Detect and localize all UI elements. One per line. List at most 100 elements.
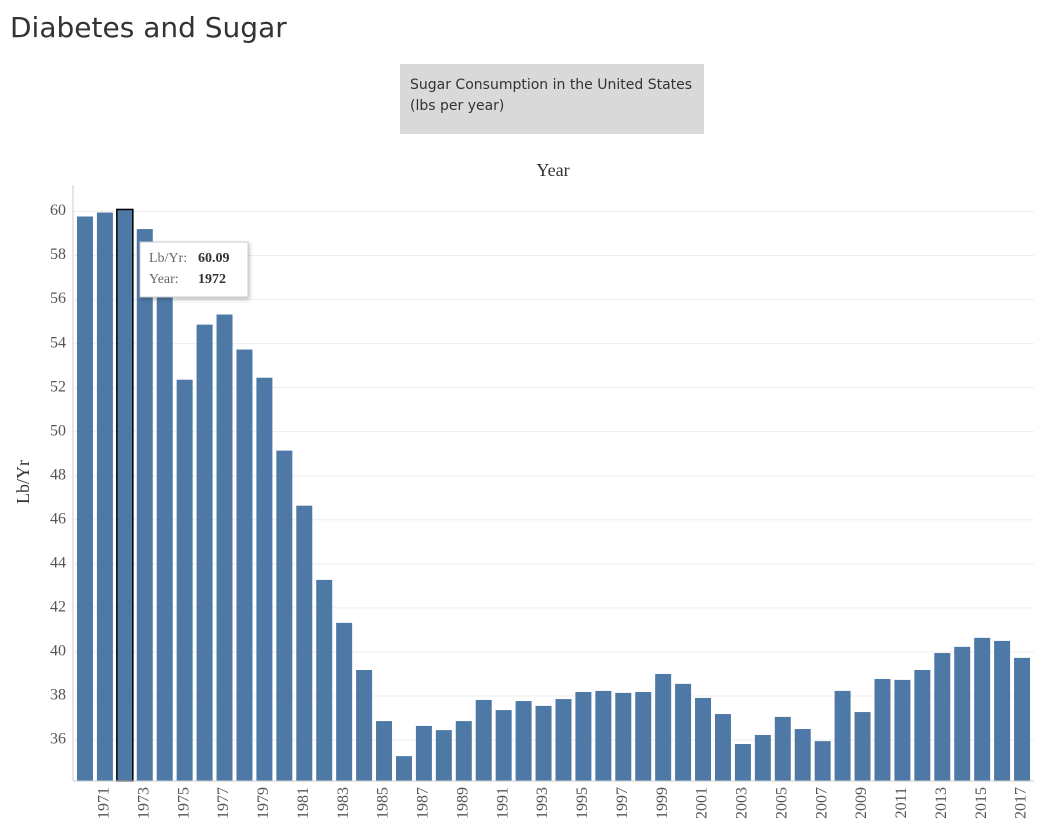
tooltip-label: Year: — [149, 272, 179, 287]
tooltip: Lb/Yr: 60.09 Year: 1972 — [139, 241, 249, 298]
x-tick-label: 1977 — [215, 787, 232, 819]
x-tick-label: 1985 — [375, 787, 392, 819]
x-tick-label: 1987 — [415, 787, 432, 819]
bar — [176, 379, 193, 781]
bar — [675, 683, 692, 781]
bar — [236, 349, 253, 781]
bar — [515, 701, 532, 781]
y-tick-label: 56 — [50, 290, 66, 307]
bar — [695, 697, 712, 781]
bar — [914, 669, 931, 781]
x-tick-label: 1979 — [255, 787, 272, 819]
bar — [196, 324, 213, 781]
x-tick-label: 1973 — [135, 787, 152, 819]
y-tick-label: 48 — [50, 466, 66, 483]
x-tick-label: 1983 — [335, 787, 352, 819]
subtitle: Sugar Consumption in the United States — [410, 77, 692, 93]
y-axis-title: Lb/Yr — [13, 460, 33, 504]
y-tick-label: 58 — [50, 246, 66, 263]
x-tick-label: 2017 — [1013, 787, 1030, 819]
x-tick-label: 2003 — [734, 787, 751, 819]
y-tick-label: 38 — [50, 687, 66, 704]
bar — [874, 679, 891, 781]
y-tick-label: 46 — [50, 510, 66, 527]
bar — [376, 721, 393, 781]
bar — [575, 692, 592, 781]
bar — [495, 710, 512, 781]
x-tick-label: 2009 — [853, 787, 870, 819]
bar — [455, 721, 472, 781]
y-tick-label: 50 — [50, 422, 66, 439]
x-tick-label: 1991 — [494, 787, 511, 819]
bars — [76, 208, 1031, 782]
bar — [834, 690, 851, 781]
x-tick-label: 2007 — [813, 787, 830, 819]
subtitle-box — [400, 64, 704, 134]
bar — [894, 679, 911, 781]
bar — [595, 690, 612, 781]
bar — [754, 734, 771, 781]
bar — [216, 314, 233, 781]
bar — [734, 743, 751, 781]
bar — [156, 290, 173, 781]
grid — [73, 210, 1034, 741]
y-tick-label: 52 — [50, 378, 66, 395]
bar — [615, 692, 632, 781]
bar — [76, 216, 93, 781]
bar — [96, 212, 113, 781]
x-tick-label: 2011 — [893, 787, 910, 818]
x-tick-label: 1993 — [534, 787, 551, 819]
x-tick-label: 1971 — [96, 787, 113, 819]
x-tick-label: 1981 — [295, 787, 312, 819]
bar — [356, 669, 373, 781]
tooltip-label: Lb/Yr: — [149, 251, 187, 266]
bar — [535, 705, 552, 781]
bar — [316, 579, 333, 781]
y-tick-label: 54 — [50, 334, 66, 351]
bar — [854, 712, 871, 781]
x-tick-label: 2001 — [694, 787, 711, 819]
bar — [714, 714, 731, 781]
bar — [116, 208, 134, 782]
chart-title: Diabetes and Sugar — [10, 11, 287, 44]
y-tick-label: 40 — [50, 643, 66, 660]
x-tick-label: 2013 — [933, 787, 950, 819]
y-tick-label: 44 — [50, 555, 66, 572]
bar — [256, 377, 273, 781]
x-tick-label: 2005 — [773, 787, 790, 819]
bar — [136, 229, 153, 781]
bar — [435, 730, 452, 781]
bar — [336, 622, 353, 781]
bar — [655, 673, 672, 781]
ticks: 36 38 40 42 44 46 48 50 52 54 56 58 60 1971 1973 1975 19… — [50, 202, 1030, 819]
tooltip-year: 1972 — [198, 272, 226, 287]
bar — [794, 729, 811, 781]
bar — [1014, 657, 1031, 781]
bar — [395, 756, 412, 781]
bar — [635, 692, 652, 781]
bar — [475, 699, 492, 781]
bar — [415, 725, 432, 781]
bar — [934, 653, 951, 781]
bar — [954, 646, 971, 781]
subtitle: (lbs per year) — [410, 98, 504, 114]
bar — [555, 699, 572, 781]
y-tick-label: 42 — [50, 599, 66, 616]
y-tick-label: 60 — [50, 202, 66, 219]
bar — [276, 450, 293, 781]
y-tick-label: 36 — [50, 731, 66, 748]
bar — [814, 741, 831, 781]
bar — [974, 637, 991, 781]
bar — [774, 716, 791, 781]
x-tick-label: 1989 — [454, 787, 471, 819]
bar — [994, 640, 1011, 781]
x-tick-label: 1999 — [654, 787, 671, 819]
tooltip-value: 60.09 — [198, 251, 230, 266]
bar — [296, 505, 313, 781]
x-tick-label: 1995 — [574, 787, 591, 819]
tooltip-box — [139, 241, 249, 298]
x-tick-label: 1975 — [175, 787, 192, 819]
x-tick-label: 1997 — [614, 787, 631, 819]
x-tick-label: 2015 — [973, 787, 990, 819]
